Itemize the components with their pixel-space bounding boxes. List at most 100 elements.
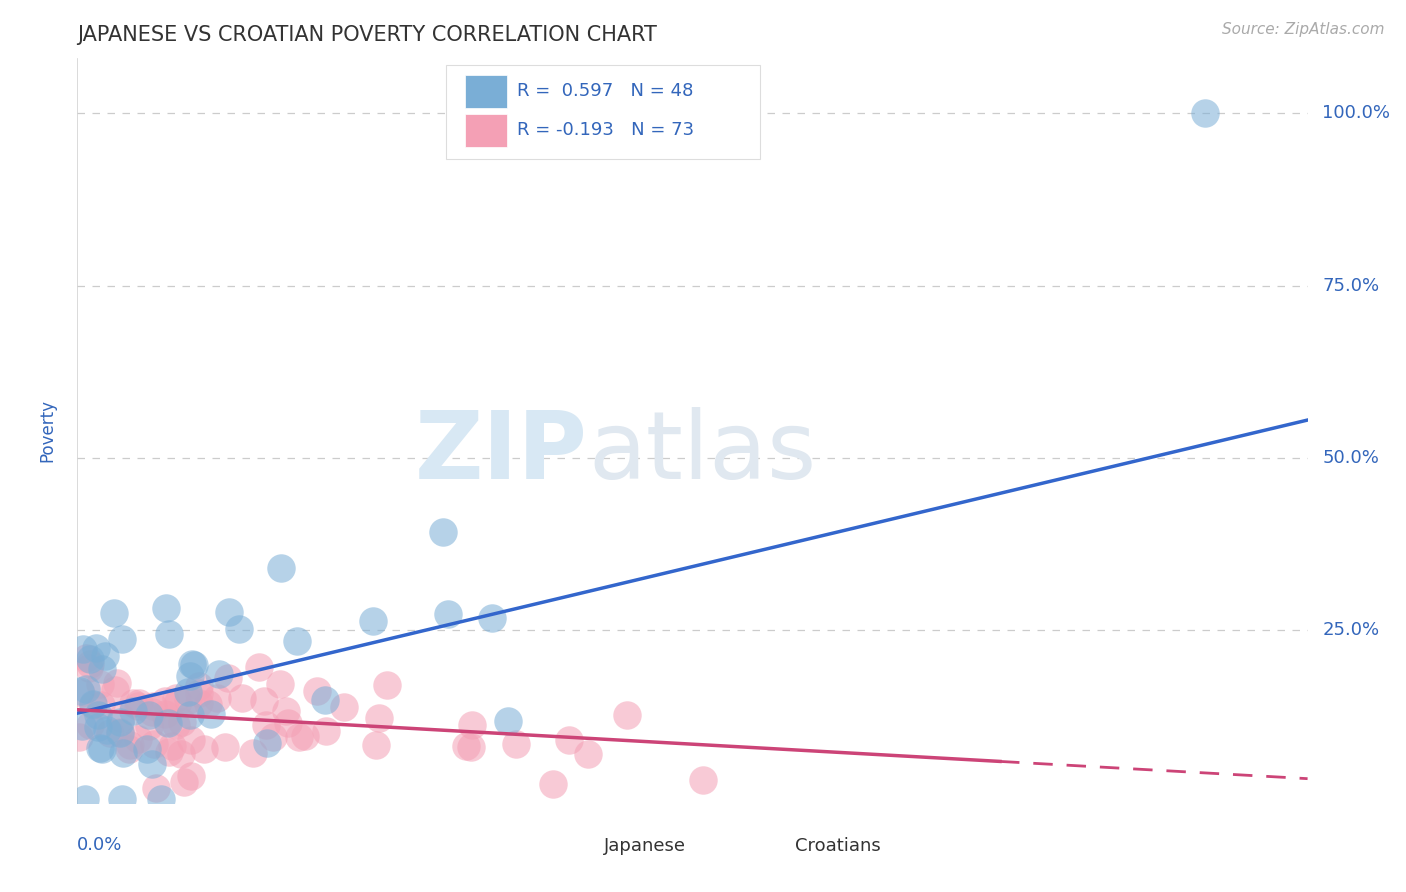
Point <box>498 714 520 728</box>
Text: Croatians: Croatians <box>794 837 880 855</box>
Point <box>142 738 165 752</box>
Text: 75.0%: 75.0% <box>1323 277 1379 294</box>
Point <box>103 606 125 620</box>
Point <box>214 740 236 755</box>
Point <box>69 684 91 698</box>
Point <box>98 726 121 740</box>
Point <box>90 698 112 713</box>
Point <box>180 732 202 747</box>
Point <box>294 730 316 744</box>
Text: 50.0%: 50.0% <box>1323 449 1379 467</box>
Point <box>432 524 454 539</box>
Point <box>91 742 114 756</box>
Point <box>364 738 387 752</box>
Point <box>75 650 97 665</box>
Point <box>122 705 145 719</box>
Point <box>145 781 167 796</box>
Text: 0.0%: 0.0% <box>77 837 122 855</box>
Point <box>200 706 222 721</box>
Point <box>256 736 278 750</box>
Point <box>187 696 209 710</box>
Point <box>73 792 96 806</box>
Point <box>277 715 299 730</box>
Point <box>79 652 101 666</box>
Point <box>270 561 292 575</box>
FancyBboxPatch shape <box>465 114 506 146</box>
Point <box>141 705 163 719</box>
Text: Source: ZipAtlas.com: Source: ZipAtlas.com <box>1222 22 1385 37</box>
Point <box>84 641 107 656</box>
Point <box>187 679 209 693</box>
Point <box>77 661 100 675</box>
Point <box>156 714 179 729</box>
Point <box>505 738 527 752</box>
Point <box>172 714 194 729</box>
Point <box>208 667 231 681</box>
Point <box>67 730 90 744</box>
Point <box>91 662 114 676</box>
Point <box>254 718 277 732</box>
Point <box>460 739 482 754</box>
Point <box>112 746 135 760</box>
Point <box>155 601 177 615</box>
Point <box>188 685 211 699</box>
Point <box>160 739 183 753</box>
Point <box>108 715 131 730</box>
Point <box>82 698 104 712</box>
Text: 25.0%: 25.0% <box>1323 622 1379 640</box>
Point <box>1194 106 1216 120</box>
Point <box>262 731 284 745</box>
Point <box>541 777 564 791</box>
Point <box>217 672 239 686</box>
Point <box>127 699 149 714</box>
Point <box>87 708 110 723</box>
Point <box>165 691 187 706</box>
Point <box>141 757 163 772</box>
Point <box>375 678 398 692</box>
Point <box>138 707 160 722</box>
Point <box>179 669 201 683</box>
Point <box>111 792 134 806</box>
Text: R = -0.193   N = 73: R = -0.193 N = 73 <box>516 121 693 139</box>
Point <box>127 731 149 746</box>
Point <box>576 747 599 761</box>
Point <box>82 697 104 711</box>
Point <box>75 681 97 696</box>
Point <box>231 690 253 705</box>
Point <box>361 615 384 629</box>
Point <box>111 632 134 646</box>
Point <box>128 696 150 710</box>
FancyBboxPatch shape <box>447 65 761 159</box>
FancyBboxPatch shape <box>553 830 595 863</box>
Point <box>269 676 291 690</box>
Point <box>138 719 160 733</box>
Point <box>616 707 638 722</box>
Point <box>197 698 219 712</box>
Text: ZIP: ZIP <box>415 407 588 499</box>
Point <box>170 747 193 761</box>
Point <box>205 691 228 706</box>
Point <box>89 740 111 755</box>
Point <box>79 717 101 731</box>
Point <box>218 605 240 619</box>
Point <box>72 642 94 657</box>
Point <box>156 716 179 731</box>
Point <box>104 682 127 697</box>
Point <box>181 657 204 671</box>
Point <box>122 696 145 710</box>
Point <box>253 694 276 708</box>
Point <box>177 693 200 707</box>
Point <box>157 746 180 760</box>
Point <box>96 723 118 738</box>
Point <box>315 723 337 738</box>
Point <box>79 657 101 672</box>
Point <box>177 684 200 698</box>
Point <box>93 649 115 664</box>
Point <box>70 685 93 699</box>
Point <box>368 711 391 725</box>
Point <box>333 700 356 714</box>
Point <box>285 634 308 648</box>
Point <box>70 719 93 733</box>
Point <box>307 684 329 698</box>
Point <box>108 726 131 740</box>
